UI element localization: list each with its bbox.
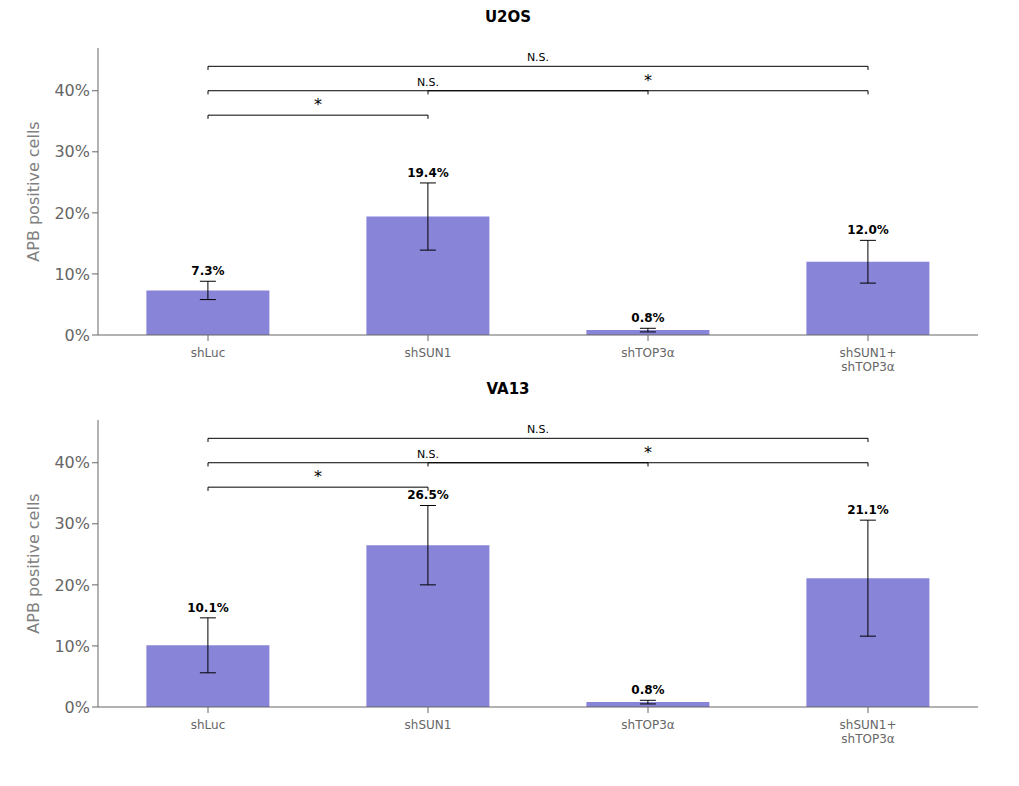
svg-text:*: * xyxy=(644,443,652,462)
svg-text:0.8%: 0.8% xyxy=(631,311,664,325)
svg-text:10%: 10% xyxy=(54,265,90,284)
svg-text:APB positive cells: APB positive cells xyxy=(24,493,43,633)
svg-text:19.4%: 19.4% xyxy=(407,166,449,180)
svg-text:21.1%: 21.1% xyxy=(847,503,889,517)
svg-text:0%: 0% xyxy=(65,698,90,717)
svg-text:20%: 20% xyxy=(54,204,90,223)
svg-text:30%: 30% xyxy=(54,514,90,533)
svg-text:shLuc: shLuc xyxy=(191,718,226,732)
svg-text:*: * xyxy=(644,71,652,90)
svg-text:*: * xyxy=(314,467,322,486)
html-text:VA13: VA13 xyxy=(486,380,530,398)
svg-text:shSUN1+shTOP3α: shSUN1+shTOP3α xyxy=(840,346,897,374)
svg-text:0.8%: 0.8% xyxy=(631,683,664,697)
svg-text:10.1%: 10.1% xyxy=(187,601,229,615)
svg-text:shSUN1+shTOP3α: shSUN1+shTOP3α xyxy=(840,718,897,746)
svg-text:10%: 10% xyxy=(54,637,90,656)
svg-text:30%: 30% xyxy=(54,142,90,161)
svg-text:shSUN1: shSUN1 xyxy=(405,718,452,732)
svg-text:26.5%: 26.5% xyxy=(407,488,449,502)
svg-text:N.S.: N.S. xyxy=(527,51,549,64)
svg-text:shTOP3α: shTOP3α xyxy=(621,718,675,732)
svg-text:*: * xyxy=(314,95,322,114)
svg-text:0%: 0% xyxy=(65,326,90,345)
svg-text:40%: 40% xyxy=(54,81,90,100)
svg-text:40%: 40% xyxy=(54,453,90,472)
svg-text:shTOP3α: shTOP3α xyxy=(621,346,675,360)
svg-text:N.S.: N.S. xyxy=(527,423,549,436)
svg-text:20%: 20% xyxy=(54,576,90,595)
svg-text:shLuc: shLuc xyxy=(191,346,226,360)
svg-text:N.S.: N.S. xyxy=(417,76,439,89)
svg-text:shSUN1: shSUN1 xyxy=(405,346,452,360)
svg-text:12.0%: 12.0% xyxy=(847,223,889,237)
svg-text:APB positive cells: APB positive cells xyxy=(24,121,43,261)
svg-text:7.3%: 7.3% xyxy=(191,264,224,278)
html-text:U2OS: U2OS xyxy=(484,8,532,26)
svg-text:N.S.: N.S. xyxy=(417,448,439,461)
